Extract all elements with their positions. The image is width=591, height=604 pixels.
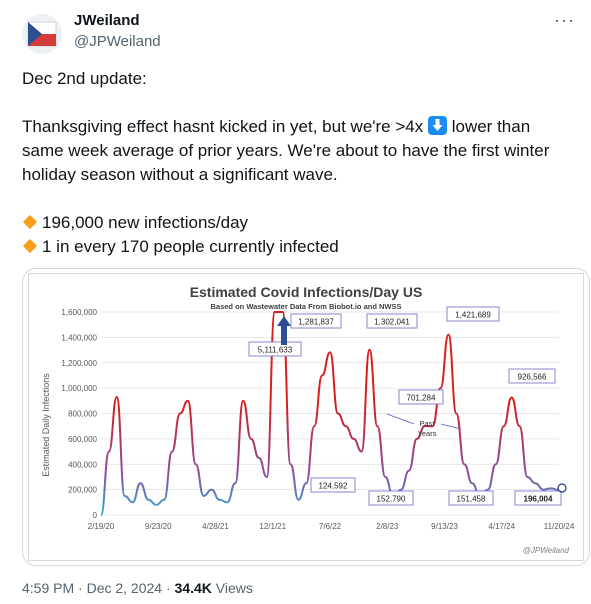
annotation-box [310, 477, 356, 493]
down-arrow-emoji-icon [427, 116, 447, 135]
tweet-line-2a: Thanksgiving effect hasnt kicked in yet,… [22, 117, 424, 136]
y-tick-label: 0 [93, 511, 98, 520]
annotation-label: 926,566 [518, 373, 547, 382]
chart-svg: 0 200,000 400,000 600,000 800,000 1,000,000 1,… [61, 306, 575, 555]
current-point-marker [557, 483, 567, 493]
annotation-label: 151,458 [457, 495, 486, 504]
annotation-box [248, 341, 302, 357]
y-tick-label: 1,200,000 [61, 359, 97, 368]
y-tick-label: 800,000 [68, 410, 97, 419]
annotation-label: 196,004 [524, 495, 553, 504]
author-name[interactable]: JWeiland [74, 12, 140, 29]
author-handle[interactable]: @JPWeiland [74, 33, 161, 50]
annotation-label: 701,284 [407, 394, 436, 403]
chart-title: Estimated Covid Infections/Day US [189, 284, 423, 300]
bullet-1-text: 196,000 new infections/day [42, 213, 249, 232]
pointer-line [386, 413, 415, 425]
annotation-label: 1,421,689 [455, 311, 491, 320]
annotation-box [368, 490, 414, 506]
annotation-box [508, 368, 556, 384]
y-tick-label: 400,000 [68, 460, 97, 469]
chart-frame: Estimated Covid Infections/Day US Based … [28, 273, 584, 561]
tweet-text: Dec 2nd update: Thanksgiving effect hasn… [22, 67, 572, 259]
view-count: 34.4K [174, 580, 212, 596]
x-tick-label: 2/8/23 [376, 522, 399, 531]
chart-image[interactable]: Estimated Covid Infections/Day US Based … [22, 268, 590, 566]
x-tick-label: 9/23/20 [145, 522, 172, 531]
watermark: @JPWeiland [523, 546, 570, 555]
x-tick-label: 7/6/22 [319, 522, 342, 531]
tweet-line-2b: lower than same week average of prior ye… [22, 117, 550, 184]
annotation-label: 1,281,837 [298, 318, 334, 327]
annotation-label: 1,302,041 [374, 318, 410, 327]
y-tick-label: 200,000 [68, 486, 97, 495]
annotation-label: 5,111,633 [258, 346, 293, 355]
annotation-box [446, 306, 500, 322]
bullet-2-text: 1 in every 170 people currently infected [42, 237, 339, 256]
y-tick-label: 1,600,000 [61, 308, 97, 317]
bullet-2: 1 in every 170 people currently infected [22, 235, 572, 259]
annotation-box [398, 389, 444, 405]
annotation-box [290, 313, 342, 329]
annotation-box [448, 490, 494, 506]
orange-diamond-icon [22, 214, 38, 230]
bullet-1: 196,000 new infections/day [22, 211, 572, 235]
avatar[interactable] [22, 14, 62, 54]
tweet-line-2: Thanksgiving effect hasnt kicked in yet,… [22, 115, 572, 187]
x-tick-label: 4/28/21 [202, 522, 229, 531]
up-arrow-icon [281, 323, 287, 345]
y-tick-label: 1,000,000 [61, 384, 97, 393]
x-tick-label: 11/20/24 [544, 522, 575, 531]
y-tick-label: 600,000 [68, 435, 97, 444]
x-tick-label: 2/19/20 [88, 522, 115, 531]
annotation-box [514, 490, 562, 506]
chart-subtitle: Based on Wastewater Data From Biobot.io … [210, 302, 402, 311]
x-tick-label: 12/1/21 [259, 522, 286, 531]
x-tick-label: 9/13/23 [431, 522, 458, 531]
orange-diamond-icon [22, 238, 38, 254]
views-label: Views [211, 580, 253, 596]
up-arrow-head-icon [277, 316, 291, 326]
tweet-meta: 4:59 PM · Dec 2, 2024 · 34.4K Views [22, 580, 253, 596]
y-tick-label: 1,400,000 [61, 333, 97, 342]
past-years-label: Years [418, 429, 437, 438]
annotation-label: 124,592 [319, 482, 348, 491]
annotation-label: 152,790 [377, 495, 406, 504]
x-tick-label: 4/17/24 [488, 522, 515, 531]
more-options-icon[interactable]: ··· [554, 10, 575, 30]
tweet-line-1: Dec 2nd update: [22, 69, 147, 88]
annotation-box [366, 313, 418, 329]
pointer-line [440, 423, 462, 430]
past-years-label: Past [419, 419, 435, 428]
timestamp[interactable]: 4:59 PM · Dec 2, 2024 · [22, 580, 175, 596]
